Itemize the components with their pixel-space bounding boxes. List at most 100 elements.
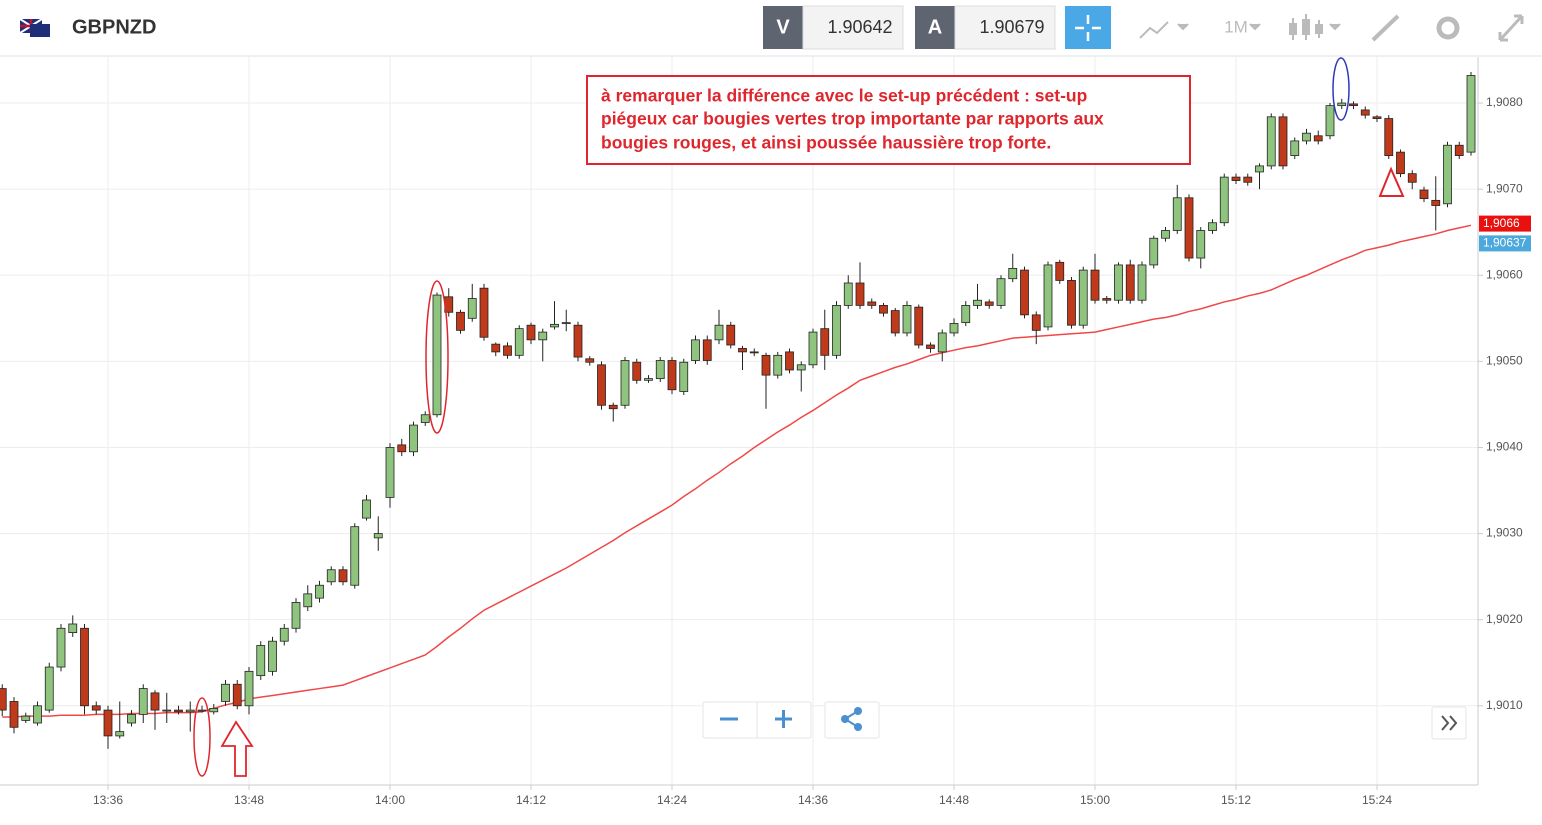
candle-body: [350, 526, 360, 586]
highlight-ellipse: [193, 697, 211, 777]
candle-body: [373, 533, 383, 539]
candle-body: [456, 311, 465, 331]
candle-body: [1384, 118, 1394, 156]
x-tick-label: 15:00: [1080, 793, 1110, 807]
candle-body: [1313, 135, 1323, 142]
candle-body: [44, 666, 54, 711]
candle-body: [291, 602, 301, 629]
price-tag-label: 1,9066: [1483, 216, 1520, 230]
symbol: GBPNZD: [72, 16, 156, 38]
y-tick-label: 1,9060: [1486, 267, 1523, 281]
candle-body: [138, 688, 148, 715]
candle-body: [1231, 176, 1241, 181]
candle-body: [914, 306, 924, 346]
y-tick-label: 1,9010: [1486, 698, 1523, 712]
price-tag: [1479, 215, 1531, 232]
candle-body: [1337, 102, 1347, 107]
candle-body: [491, 343, 501, 353]
annotation-line: à remarquer la différence avec le set-up…: [601, 86, 1087, 106]
sell-label: V: [776, 16, 790, 38]
candle-body: [115, 731, 125, 737]
candle-body: [385, 447, 395, 498]
candle-body: [185, 709, 195, 713]
annotation-line: bougies rouges, et ainsi poussée haussiè…: [601, 133, 1051, 153]
candle-body: [702, 339, 712, 361]
buy-box: [954, 5, 1056, 50]
candle-body: [608, 404, 618, 410]
triangle-marker: [1378, 166, 1405, 197]
candle-body: [103, 709, 113, 737]
y-tick-label: 1,9080: [1486, 95, 1523, 109]
candle-body: [879, 304, 888, 314]
candle-body: [1466, 75, 1476, 153]
candle-body: [1454, 144, 1464, 156]
buy-price: 1.90679: [979, 17, 1044, 37]
price-tag: [1479, 235, 1531, 252]
candle-body: [1266, 116, 1276, 167]
candle-body: [1290, 140, 1300, 156]
candle-body: [1008, 267, 1018, 280]
buy-button[interactable]: [915, 6, 955, 49]
candle-body: [1020, 269, 1029, 316]
highlight-ellipse: [1332, 57, 1350, 121]
candle-body: [1161, 230, 1170, 239]
candle-body: [1219, 176, 1229, 224]
candle-body: [550, 323, 559, 328]
candle-body: [514, 328, 524, 356]
candle-body: [279, 627, 289, 642]
candle-body: [221, 683, 230, 702]
buy-label: A: [928, 16, 942, 38]
candle-body: [467, 298, 477, 319]
candle-body: [926, 344, 935, 349]
candle-body: [890, 310, 900, 334]
plot-area: 1,9010 1,9020 1,9030 1,9040 1,9050 1,9060 1,90…: [0, 57, 1523, 807]
candle-body: [503, 345, 512, 356]
candle-body: [585, 358, 595, 363]
candle-body: [644, 378, 653, 381]
candle-body: [667, 360, 677, 391]
candle-body: [973, 299, 982, 306]
candle-body: [597, 364, 606, 406]
candle-body: [984, 301, 994, 306]
zoom-in[interactable]: [775, 710, 792, 728]
candle-body: [268, 640, 277, 672]
candle-body: [1090, 269, 1100, 301]
x-tick-label: 15:12: [1221, 793, 1251, 807]
candle-body: [1243, 176, 1253, 183]
candle-body: [1125, 264, 1135, 301]
candle-body: [996, 278, 1006, 306]
candle-body: [174, 709, 183, 713]
candle-body: [91, 705, 101, 711]
candle-body: [1431, 199, 1441, 206]
candle-body: [1255, 165, 1264, 173]
timeframe[interactable]: 1M: [1224, 17, 1248, 36]
candle-body: [80, 627, 89, 707]
candle-body: [1149, 237, 1159, 266]
candle-body: [738, 348, 747, 353]
candle-body: [1114, 264, 1123, 301]
share-button[interactable]: [824, 701, 880, 739]
candle-body: [209, 707, 219, 713]
candle-body: [21, 715, 31, 721]
candle-body: [691, 339, 700, 361]
candle-body: [526, 324, 536, 341]
candle-body: [785, 351, 794, 371]
candle-body: [937, 332, 947, 353]
arrow-up: [220, 720, 254, 777]
candle-body: [397, 444, 407, 453]
moving-average: [2, 224, 1472, 718]
candle-body: [1102, 298, 1112, 301]
y-tick-label: 1,9020: [1486, 612, 1523, 626]
candle-body: [1443, 144, 1452, 205]
y-tick-label: 1,9040: [1486, 440, 1523, 454]
candle-body: [620, 360, 630, 406]
crosshair-button[interactable]: [1065, 6, 1111, 49]
candle-body: [1419, 189, 1429, 200]
x-tick-label: 15:24: [1362, 793, 1392, 807]
candle-body: [232, 683, 242, 707]
sell-button[interactable]: [763, 6, 803, 49]
candle-body: [679, 361, 689, 392]
candle-body: [1302, 132, 1311, 142]
y-tick-label: 1,9050: [1486, 354, 1523, 368]
